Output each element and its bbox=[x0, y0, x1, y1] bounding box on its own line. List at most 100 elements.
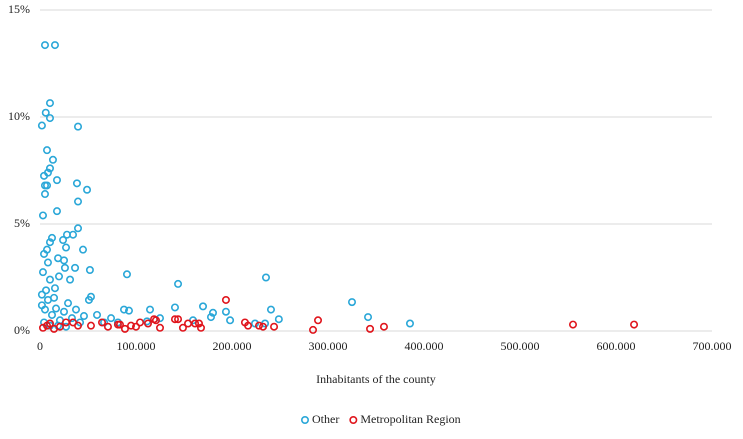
point bbox=[52, 176, 61, 185]
legend-label: Metropolitan Region bbox=[360, 412, 460, 426]
point bbox=[79, 312, 88, 321]
point bbox=[221, 307, 230, 316]
point bbox=[52, 304, 61, 313]
point bbox=[266, 305, 275, 314]
point bbox=[136, 318, 145, 327]
point bbox=[43, 181, 52, 190]
point bbox=[206, 313, 215, 322]
legend-marker bbox=[300, 415, 309, 424]
point bbox=[50, 41, 59, 50]
x-tick-label: 100.000 bbox=[117, 339, 156, 353]
point bbox=[103, 322, 112, 331]
point bbox=[45, 275, 54, 284]
point bbox=[261, 273, 270, 282]
point bbox=[314, 316, 323, 325]
point bbox=[93, 310, 102, 319]
point bbox=[259, 322, 268, 331]
point bbox=[251, 319, 260, 328]
point bbox=[379, 322, 388, 331]
point bbox=[364, 313, 373, 322]
point bbox=[309, 325, 318, 334]
point bbox=[45, 164, 54, 173]
point bbox=[59, 307, 68, 316]
point bbox=[170, 315, 179, 324]
point bbox=[146, 305, 155, 314]
point bbox=[50, 284, 59, 293]
point bbox=[38, 268, 47, 277]
point bbox=[69, 230, 78, 239]
point bbox=[174, 315, 183, 324]
point bbox=[366, 324, 375, 333]
point bbox=[120, 324, 129, 333]
point bbox=[156, 323, 165, 332]
point bbox=[62, 243, 71, 252]
point bbox=[122, 270, 131, 279]
point bbox=[40, 41, 49, 50]
point bbox=[74, 321, 83, 330]
x-tick-label: 600.000 bbox=[597, 339, 636, 353]
point bbox=[144, 319, 153, 328]
point bbox=[83, 185, 92, 194]
point bbox=[50, 293, 59, 302]
point bbox=[226, 316, 235, 325]
point bbox=[47, 310, 56, 319]
y-tick-label: 0% bbox=[14, 323, 30, 337]
point bbox=[196, 323, 205, 332]
point bbox=[244, 321, 253, 330]
point bbox=[132, 322, 141, 331]
point bbox=[45, 99, 54, 108]
point bbox=[120, 305, 129, 314]
x-tick-label: 700.000 bbox=[693, 339, 732, 353]
point bbox=[72, 305, 81, 314]
point bbox=[45, 238, 54, 247]
point bbox=[64, 299, 73, 308]
point bbox=[40, 171, 49, 180]
point bbox=[38, 323, 47, 332]
point bbox=[174, 279, 183, 288]
point bbox=[98, 318, 107, 327]
point bbox=[270, 322, 279, 331]
legend-label: Other bbox=[312, 412, 339, 426]
point bbox=[84, 295, 93, 304]
series bbox=[37, 41, 414, 331]
x-axis-label: Inhabitants of the county bbox=[316, 372, 436, 386]
point bbox=[72, 179, 81, 188]
point bbox=[630, 320, 639, 329]
point bbox=[170, 303, 179, 312]
point bbox=[45, 319, 54, 328]
point bbox=[221, 295, 230, 304]
point bbox=[41, 108, 50, 117]
point bbox=[45, 114, 54, 123]
point bbox=[67, 314, 76, 323]
point bbox=[38, 211, 47, 220]
point bbox=[568, 320, 577, 329]
point bbox=[124, 306, 133, 315]
point bbox=[40, 190, 49, 199]
x-tick-label: 200.000 bbox=[213, 339, 252, 353]
point bbox=[254, 321, 263, 330]
point bbox=[85, 266, 94, 275]
point bbox=[37, 121, 46, 130]
point bbox=[37, 290, 46, 299]
point bbox=[86, 321, 95, 330]
point bbox=[74, 224, 83, 233]
point bbox=[208, 308, 217, 317]
point bbox=[113, 320, 122, 329]
x-tick-label: 0 bbox=[37, 339, 43, 353]
point bbox=[74, 197, 83, 206]
point bbox=[191, 319, 200, 328]
point bbox=[47, 233, 56, 242]
legend-marker bbox=[349, 415, 358, 424]
point bbox=[194, 319, 203, 328]
point bbox=[40, 249, 49, 258]
x-tick-label: 300.000 bbox=[309, 339, 348, 353]
point bbox=[43, 258, 52, 267]
point bbox=[107, 314, 116, 323]
x-tick-label: 400.000 bbox=[405, 339, 444, 353]
point bbox=[127, 321, 136, 330]
point bbox=[43, 146, 52, 155]
point bbox=[151, 316, 160, 325]
point bbox=[274, 315, 283, 324]
point bbox=[60, 263, 69, 272]
